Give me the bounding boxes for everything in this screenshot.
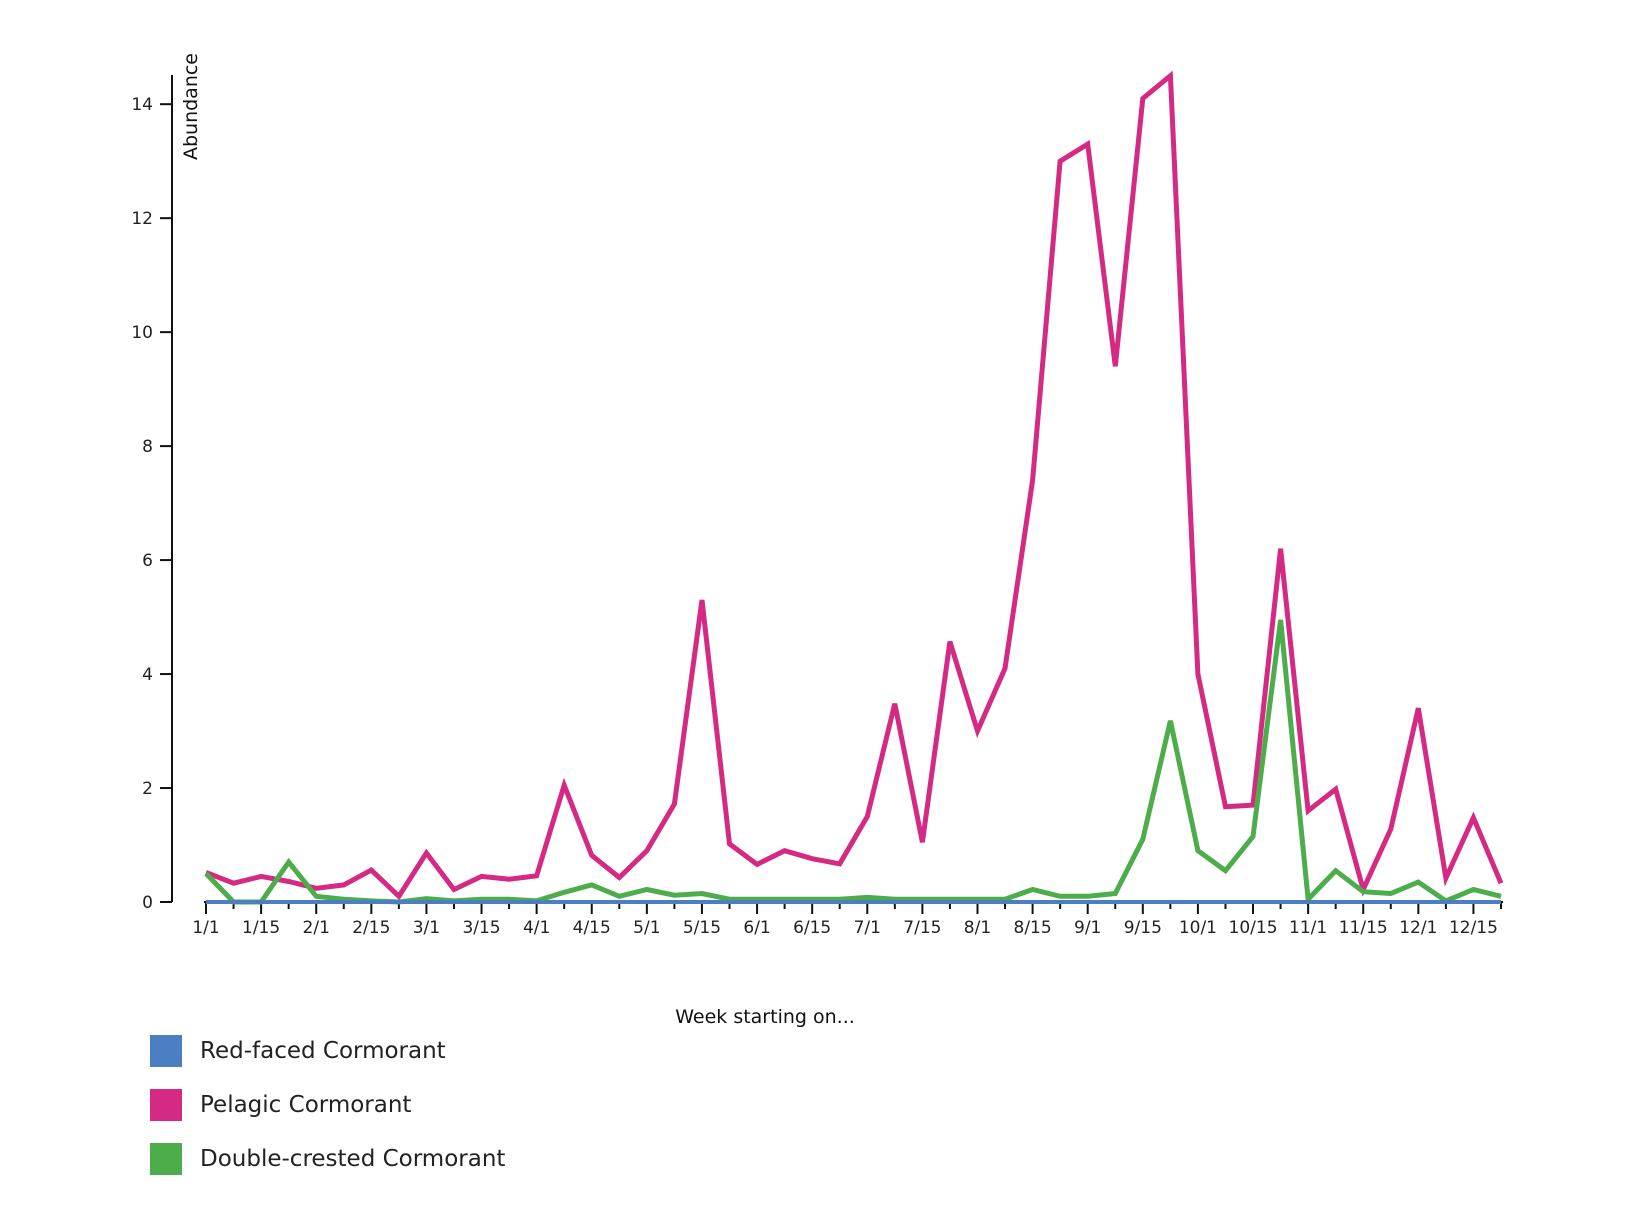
legend-label: Double-crested Cormorant bbox=[200, 1146, 506, 1172]
legend-item-pelagic-cormorant: Pelagic Cormorant bbox=[150, 1089, 505, 1121]
x-tick-label: 9/15 bbox=[1124, 918, 1162, 938]
x-tick-label: 4/1 bbox=[523, 918, 550, 938]
x-tick-label: 3/1 bbox=[413, 918, 440, 938]
x-tick-label: 6/15 bbox=[793, 918, 831, 938]
x-axis-title: Week starting on... bbox=[675, 1006, 855, 1028]
legend-label: Pelagic Cormorant bbox=[200, 1092, 412, 1118]
legend-swatch-pelagic bbox=[150, 1089, 182, 1121]
x-tick-label: 10/15 bbox=[1229, 918, 1278, 938]
legend-label: Red-faced Cormorant bbox=[200, 1038, 446, 1064]
y-axis-title: Abundance bbox=[180, 53, 202, 160]
x-axis: 1/1 1/15 2/1 2/15 3/1 3/15 4/1 4/15 5/1 5/15 6/1 6/… bbox=[192, 901, 1503, 938]
x-tick-label: 8/1 bbox=[964, 918, 991, 938]
series-line-pelagic-cormorant bbox=[205, 70, 1504, 901]
y-tick-label: 8 bbox=[142, 437, 153, 457]
x-tick-label: 3/15 bbox=[462, 918, 500, 938]
y-tick-label: 10 bbox=[131, 323, 153, 343]
x-tick-label: 4/15 bbox=[573, 918, 611, 938]
y-tick-label: 2 bbox=[142, 779, 153, 799]
y-tick-label: 0 bbox=[142, 893, 153, 913]
x-tick-label: 2/15 bbox=[352, 918, 390, 938]
y-axis: 0 2 4 6 8 10 12 14 bbox=[131, 75, 173, 913]
x-tick-label: 11/1 bbox=[1289, 918, 1327, 938]
x-tick-label: 10/1 bbox=[1179, 918, 1217, 938]
series-line-double-crested-cormorant bbox=[204, 619, 1502, 905]
y-tick-label: 12 bbox=[131, 209, 153, 229]
x-tick-label: 5/15 bbox=[683, 918, 721, 938]
y-tick-label: 4 bbox=[142, 665, 153, 685]
legend-item-red-faced-cormorant: Red-faced Cormorant bbox=[150, 1035, 505, 1067]
legend: Red-faced Cormorant Pelagic Cormorant Do… bbox=[150, 1035, 505, 1197]
x-tick-label: 12/15 bbox=[1449, 918, 1498, 938]
x-tick-label: 6/1 bbox=[743, 918, 770, 938]
x-tick-label: 1/15 bbox=[242, 918, 280, 938]
x-tick-label: 9/1 bbox=[1074, 918, 1101, 938]
x-tick-label: 2/1 bbox=[303, 918, 330, 938]
legend-item-double-crested-cormorant: Double-crested Cormorant bbox=[150, 1143, 505, 1175]
x-tick-label: 1/1 bbox=[192, 918, 219, 938]
y-tick-label: 6 bbox=[142, 551, 153, 571]
legend-swatch-double-crested bbox=[150, 1143, 182, 1175]
legend-swatch-red-faced bbox=[150, 1035, 182, 1067]
x-tick-label: 7/1 bbox=[854, 918, 881, 938]
x-tick-label: 12/1 bbox=[1399, 918, 1437, 938]
x-tick-label: 7/15 bbox=[903, 918, 941, 938]
y-tick-label: 14 bbox=[131, 95, 153, 115]
x-tick-label: 5/1 bbox=[633, 918, 660, 938]
series-layer bbox=[204, 70, 1504, 905]
x-tick-label: 11/15 bbox=[1339, 918, 1388, 938]
x-tick-label: 8/15 bbox=[1014, 918, 1052, 938]
